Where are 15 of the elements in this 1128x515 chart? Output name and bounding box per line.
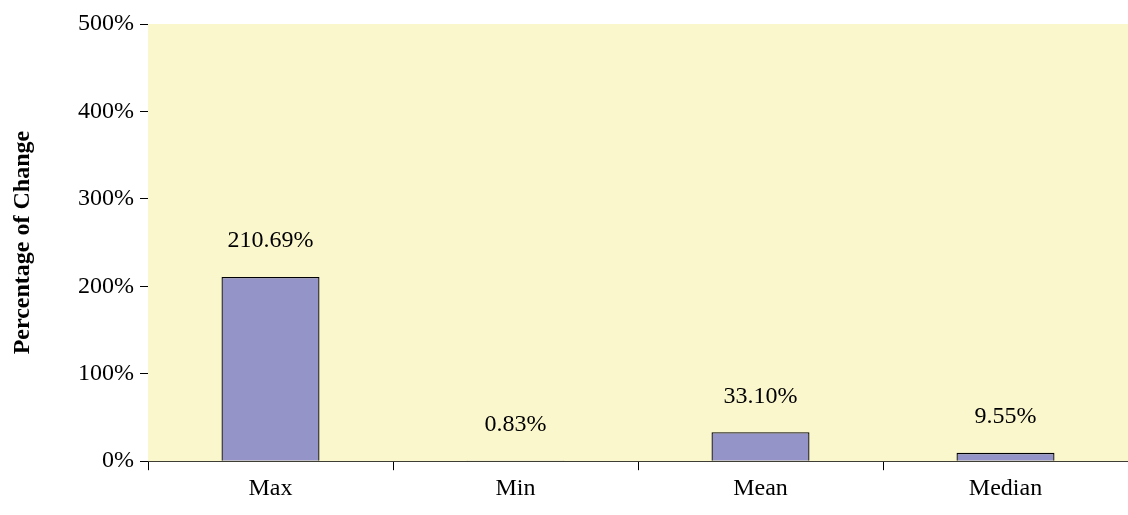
data-label: 0.83% — [484, 409, 547, 436]
y-axis-title: Percentage of Change — [7, 130, 34, 355]
x-tick-label: Min — [495, 473, 536, 500]
y-tick-label: 200% — [78, 271, 134, 298]
y-tick-label: 500% — [78, 9, 134, 36]
y-tick-label: 400% — [78, 96, 134, 123]
y-tick-label: 100% — [78, 359, 134, 386]
data-label: 33.10% — [723, 381, 798, 408]
x-tick-label: Median — [968, 473, 1043, 500]
x-tick-label: Mean — [733, 473, 788, 500]
y-tick-label: 0% — [102, 446, 134, 473]
data-label: 9.55% — [974, 402, 1037, 429]
data-label: 210.69% — [227, 226, 314, 253]
y-tick-label: 300% — [78, 184, 134, 211]
x-tick-label: Max — [248, 473, 293, 500]
